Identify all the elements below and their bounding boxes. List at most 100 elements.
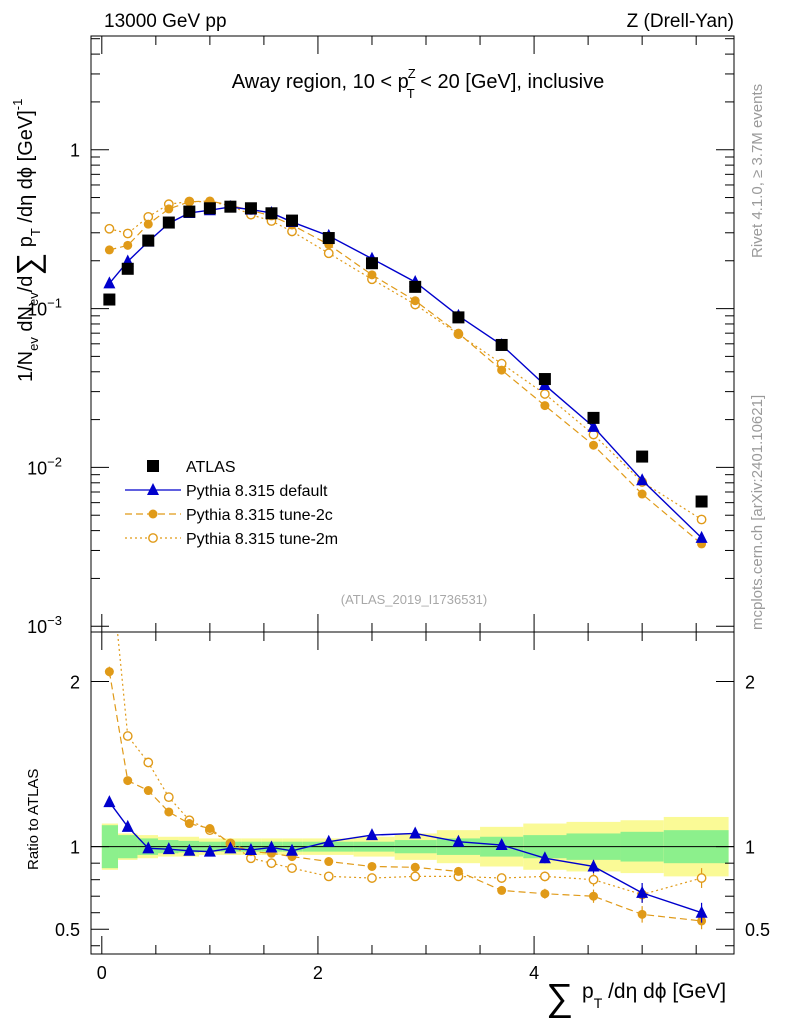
main-point-tune2c <box>104 245 114 255</box>
ratio-point-tune2m <box>323 871 334 882</box>
ratio-point-tune2c <box>589 891 599 901</box>
ratio-axes: 0.5 0.5 1 1 2 2 0 2 4 <box>55 36 770 983</box>
x-label-text: pT /dη dϕ [GeV] <box>582 980 726 1011</box>
ratio-y-tick-label-right: 1 <box>745 838 755 858</box>
ratio-point-tune2c <box>453 866 463 876</box>
main-y-axis: 10−3 10−2 10−1 1 <box>27 38 734 637</box>
ratio-point-tune2m <box>266 858 277 869</box>
ratio-y-tick-label-right: 0.5 <box>745 920 770 940</box>
main-point-tune2m <box>323 248 334 259</box>
main-point-data <box>365 257 378 270</box>
main-point-tune2m <box>539 389 550 399</box>
header-left: 13000 GeV pp <box>104 11 227 32</box>
main-point-data <box>587 411 600 424</box>
main-point-tune2c <box>184 197 194 207</box>
ratio-y-tick-label-left: 2 <box>70 673 80 693</box>
ratio-line-tune2c <box>108 671 702 922</box>
ratio-series <box>103 632 708 930</box>
main-point-data <box>322 232 335 245</box>
ratio-point-tune2c <box>205 824 215 834</box>
ratio-point-default <box>265 840 278 853</box>
legend-label-default: Pythia 8.315 default <box>186 483 328 500</box>
ratio-x-tick-label: 0 <box>97 963 107 983</box>
main-point-tune2c <box>453 328 463 338</box>
ratio-y-tick-label-right: 2 <box>745 673 755 693</box>
legend-label-tune2c: Pythia 8.315 tune-2c <box>186 507 333 524</box>
main-point-data <box>409 280 422 293</box>
ratio-y-tick-label-left: 1 <box>70 838 80 858</box>
ratio-frame <box>90 631 735 955</box>
ratio-point-tune2c <box>164 807 174 817</box>
ratio-point-tune2m <box>163 792 174 803</box>
ratio-point-default <box>636 885 649 898</box>
main-point-tune2m <box>104 223 115 234</box>
main-point-data <box>224 200 237 213</box>
main-point-tune2m <box>696 514 707 525</box>
ratio-point-tune2c <box>104 667 114 677</box>
main-point-tune2c <box>497 365 507 375</box>
main-series <box>103 196 708 549</box>
main-point-tune2c <box>164 204 174 214</box>
ratio-x-tick-label: 4 <box>529 963 539 983</box>
main-point-tune2m <box>122 228 133 239</box>
main-y-tick-label: 10−2 <box>27 454 62 478</box>
main-point-data <box>142 234 155 247</box>
ratio-point-tune2c <box>123 776 133 786</box>
ratio-point-default <box>162 842 175 855</box>
ratio-point-default <box>495 838 508 851</box>
ratio-point-default <box>365 828 378 841</box>
legend-marker-default <box>147 483 159 495</box>
main-point-default <box>636 473 649 486</box>
main-point-data <box>265 207 278 220</box>
legend-marker-tune2c <box>148 509 158 519</box>
main-y-tick-label: 1 <box>70 141 80 161</box>
ratio-point-tune2m <box>367 873 377 883</box>
main-point-tune2c <box>589 440 599 450</box>
rivet-version-label: Rivet 4.1.0, ≥ 3.7M events <box>749 84 766 258</box>
ratio-x-tick-label: 2 <box>313 963 323 983</box>
ratio-panel: 0.5 0.5 1 1 2 2 0 2 4 Ratio to ATLAS ∑ pT /dη dϕ… <box>25 36 770 1019</box>
ratio-point-default <box>121 819 134 832</box>
legend-marker-tune2m <box>148 533 158 543</box>
ratio-point-tune2c <box>540 889 550 899</box>
ratio-point-default <box>142 841 155 854</box>
mcplots-label: mcplots.cern.ch [arXiv:2401.10621] <box>749 395 766 630</box>
ratio-point-tune2m <box>539 871 550 882</box>
ratio-y-axis-label: Ratio to ATLAS <box>25 769 42 870</box>
main-point-data <box>538 373 551 386</box>
main-point-data <box>495 338 508 351</box>
ratio-point-tune2m <box>287 863 297 874</box>
ratio-point-default <box>695 905 708 918</box>
ratio-point-tune2c <box>184 819 194 829</box>
analysis-tag: (ATLAS_2019_I1736531) <box>341 592 487 607</box>
ratio-point-default <box>538 851 551 864</box>
ratio-point-tune2c <box>410 862 420 872</box>
main-y-axis-label-text: 1/Nev dNev/d∑ pT /dη dϕ [GeV]-1 <box>10 99 46 382</box>
main-title-post: < 20 [GeV], inclusive <box>415 71 605 93</box>
ratio-point-default <box>286 843 299 856</box>
main-point-tune2c <box>410 296 420 306</box>
main-title-sup: Z <box>408 66 416 81</box>
ratio-point-tune2m <box>143 757 154 768</box>
main-point-default <box>103 276 116 289</box>
main-point-data <box>203 202 216 215</box>
ratio-point-default <box>203 844 216 857</box>
main-point-tune2c <box>143 219 153 229</box>
ratio-point-tune2c <box>497 885 507 895</box>
ratio-point-tune2m <box>410 871 421 882</box>
main-point-data <box>162 216 175 229</box>
main-point-tune2c <box>123 240 133 250</box>
ratio-point-default <box>322 834 335 847</box>
main-title: Away region, 10 < pZ T < 20 [GeV], inclus… <box>232 66 604 101</box>
main-y-tick-label: 10−3 <box>27 613 62 637</box>
ratio-point-tune2m <box>496 873 507 883</box>
main-point-tune2c <box>637 489 647 499</box>
ratio-y-tick-label-left: 0.5 <box>55 920 80 940</box>
ratio-point-default <box>244 842 257 855</box>
main-y-tick-label: 10−1 <box>27 296 62 320</box>
main-point-data <box>183 205 196 218</box>
ratio-point-tune2m <box>122 731 133 741</box>
ratio-point-default <box>183 843 196 856</box>
main-point-default <box>587 419 600 432</box>
